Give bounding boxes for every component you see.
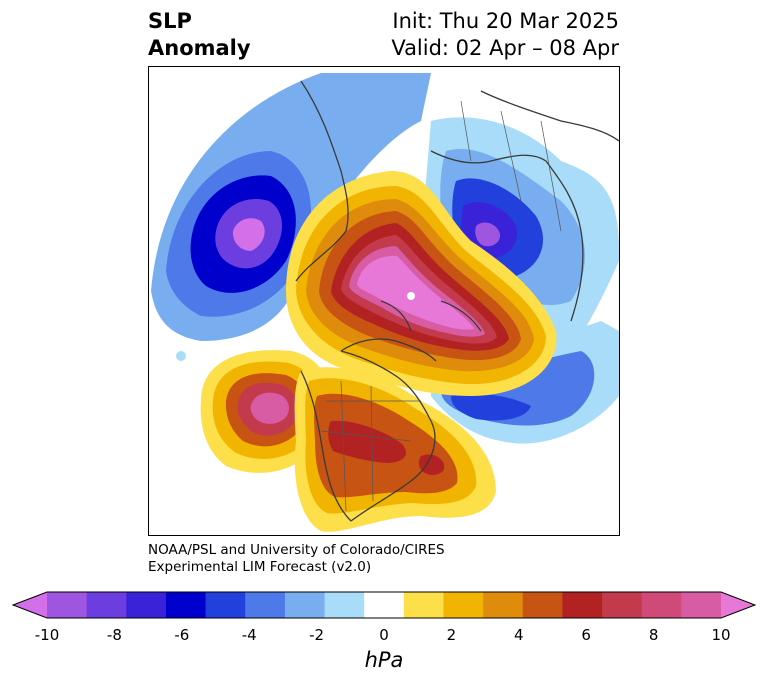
colorbar-tick-label: 0 [379,626,389,644]
colorbar-tick-label: 4 [514,626,524,644]
colorbar-cell [443,592,484,618]
colorbar-cell [403,592,444,618]
north-pacific-low [151,73,431,341]
init-date: Init: Thu 20 Mar 2025 [392,9,619,33]
arctic-high [286,171,557,396]
title-line-1: SLP [148,9,192,33]
borders [320,100,562,512]
colorbar-cell [562,592,603,618]
colorbar-tick-label: -2 [309,626,325,644]
colorbar-cell [324,592,365,618]
colorbar-outline [11,591,757,619]
colorbar-tick-label: -4 [241,626,257,644]
colorbar-cell [522,592,563,618]
colorbar-cell [602,592,643,618]
colorbar-tick-label: 10 [711,626,731,644]
coastlines [295,80,619,522]
colorbar-tick-label: 6 [581,626,591,644]
colorbar-cell [86,592,127,618]
colorbar [11,591,757,619]
forecast-dates: Init: Thu 20 Mar 2025 Valid: 02 Apr – 08… [391,8,619,62]
colorbar-min-extension [13,592,47,618]
valid-range: Valid: 02 Apr – 08 Apr [391,36,619,60]
colorbar-cell [483,592,524,618]
colorbar-cell [245,592,286,618]
colorbar-cell [364,592,405,618]
colorbar-cell [47,592,88,618]
colorbar-tick-label: -6 [174,626,190,644]
small-negative-spot [176,351,186,361]
colorbar-tick-label: -10 [34,626,60,644]
title-line-2: Anomaly [148,36,251,60]
anomaly-map [148,66,620,536]
colorbar-cell [681,592,722,618]
credit-line-1: NOAA/PSL and University of Colorado/CIRE… [148,542,445,558]
colorbar-tick-label: 8 [648,626,659,644]
colorbar-cell [284,592,326,618]
colorbar-cell [126,592,167,618]
colorbar-cell [641,592,682,618]
colorbar-tick-label: 2 [446,626,457,644]
map-title: SLP Anomaly [148,8,251,62]
credit-line-2: Experimental LIM Forecast (v2.0) [148,559,372,575]
colorbar-max-extension [721,592,755,618]
credit-text: NOAA/PSL and University of Colorado/CIRE… [148,542,445,576]
colorbar-cell [165,592,207,618]
colorbar-ticks: -10 -8 -6 -4 -2 0 2 4 6 8 10 [0,626,768,646]
colorbar-tick-label: -8 [106,626,122,644]
colorbar-unit: hPa [364,648,404,672]
colorbar-cell [205,592,246,618]
anomaly-map-svg [151,73,619,532]
